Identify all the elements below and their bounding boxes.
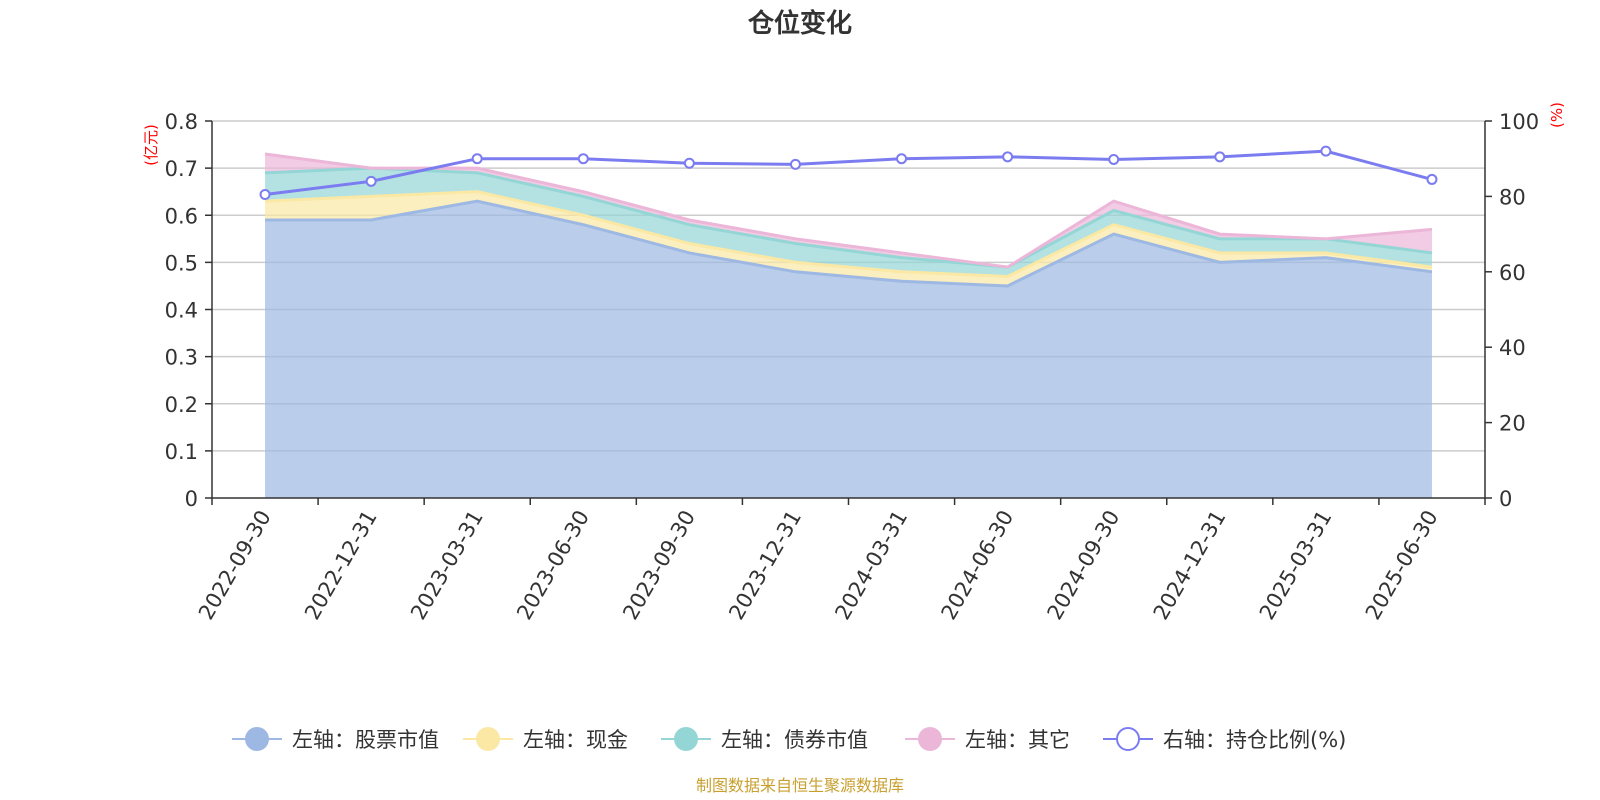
source-note: 制图数据来自恒生聚源数据库 xyxy=(696,776,904,795)
ratio-point xyxy=(259,189,271,201)
x-axis-tick-label: 2023-12-31 xyxy=(724,506,806,624)
ratio-point xyxy=(789,158,801,170)
legend-item: 左轴：现金 xyxy=(463,727,628,752)
right-axis-tick-label: 80 xyxy=(1499,185,1526,209)
ratio-points xyxy=(259,145,1438,201)
line-series-0 xyxy=(265,199,1433,288)
right-axis-tick-label: 0 xyxy=(1499,487,1512,511)
left-axis-tick-label: 0.4 xyxy=(165,299,198,323)
line-series-1 xyxy=(264,190,1433,279)
x-axis-tick-label: 2024-12-31 xyxy=(1149,506,1231,624)
right-axis-unit: (%) xyxy=(1548,102,1566,128)
area-series-1 xyxy=(265,191,1432,286)
legend-marker xyxy=(918,727,942,751)
legend-label: 左轴：其它 xyxy=(965,728,1070,752)
left-axis-tick-label: 0.8 xyxy=(165,110,198,134)
left-axis-tick-label: 0.5 xyxy=(165,251,198,275)
x-axis-tick-label: 2024-06-30 xyxy=(937,506,1019,624)
right-axis-tick-label: 100 xyxy=(1499,110,1539,134)
left-axis-tick-label: 0.2 xyxy=(165,393,198,417)
ratio-point xyxy=(1002,151,1014,163)
legend-item: 左轴：股票市值 xyxy=(232,727,439,752)
ratio-point xyxy=(683,157,695,169)
legend-label: 左轴：现金 xyxy=(523,728,628,752)
right-axis-tick-label: 60 xyxy=(1499,261,1526,285)
ratio-point xyxy=(1108,153,1120,165)
right-axis-tick-label: 40 xyxy=(1499,336,1526,360)
left-axis-tick-label: 0 xyxy=(185,487,198,511)
legend-marker xyxy=(245,727,269,751)
legend: 左轴：股票市值 左轴：现金 左轴：债券市值 左轴：其它 右轴：持仓比例(%) xyxy=(232,727,1346,752)
legend-marker xyxy=(476,727,500,751)
x-axis-tick-label: 2024-09-30 xyxy=(1043,506,1125,624)
legend-marker xyxy=(1116,727,1140,751)
legend-item: 左轴：其它 xyxy=(905,727,1070,752)
x-axis-tick-label: 2025-06-30 xyxy=(1361,506,1443,624)
area-series-0 xyxy=(265,201,1432,499)
x-axis-tick-label: 2024-03-31 xyxy=(830,506,912,624)
left-axis-tick-label: 0.1 xyxy=(165,440,198,464)
ratio-line xyxy=(264,149,1433,197)
ratio-point xyxy=(1320,145,1332,157)
right-axis-tick-label: 20 xyxy=(1499,412,1526,436)
left-axis-tick-label: 0.6 xyxy=(165,204,198,228)
ratio-point xyxy=(1214,151,1226,163)
ratio-point xyxy=(1426,173,1438,185)
x-axis-tick-label: 2023-03-31 xyxy=(406,506,488,624)
legend-label: 左轴：债券市值 xyxy=(721,728,868,752)
legend-item: 左轴：债券市值 xyxy=(661,727,868,752)
left-axis-unit: (亿元) xyxy=(142,124,160,166)
ratio-point xyxy=(471,153,483,165)
legend-item: 右轴：持仓比例(%) xyxy=(1103,727,1346,752)
left-axis-tick-label: 0.7 xyxy=(165,157,198,181)
stacked-areas xyxy=(265,153,1432,499)
legend-marker xyxy=(674,727,698,751)
area-series-2 xyxy=(265,168,1432,277)
ratio-point xyxy=(365,175,377,187)
x-axis-tick-label: 2023-06-30 xyxy=(512,506,594,624)
ratio-point xyxy=(896,153,908,165)
legend-label: 左轴：股票市值 xyxy=(292,728,439,752)
ratio-point xyxy=(577,153,589,165)
x-axis-tick-label: 2022-09-30 xyxy=(194,506,276,624)
line-series-2 xyxy=(264,166,1433,269)
legend-label: 右轴：持仓比例(%) xyxy=(1163,728,1346,752)
series-lines xyxy=(264,149,1433,288)
x-axis-tick-label: 2025-03-31 xyxy=(1255,506,1337,624)
chart-title: 仓位变化 xyxy=(747,8,852,39)
line-series-3 xyxy=(264,152,1433,269)
x-axis-tick-label: 2023-09-30 xyxy=(618,506,700,624)
x-axis-tick-label: 2022-12-31 xyxy=(300,506,382,624)
left-axis-tick-label: 0.3 xyxy=(165,346,198,370)
